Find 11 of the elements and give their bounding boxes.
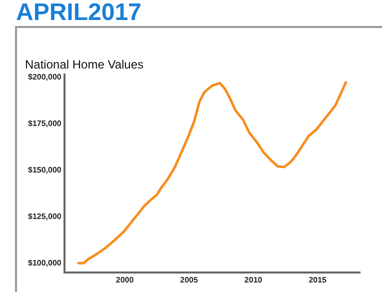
x-tick-label: 2000 xyxy=(116,275,134,284)
y-tick-label: $175,000 xyxy=(28,118,62,128)
x-tick-label: 2005 xyxy=(180,275,198,284)
y-tick-label: $100,000 xyxy=(28,258,62,268)
y-tick-label: $125,000 xyxy=(28,212,62,221)
x-tick-label: 2010 xyxy=(244,275,263,284)
chart-title: APRIL2017 xyxy=(16,0,142,26)
chart-subtitle: National Home Values xyxy=(25,58,144,72)
y-tick-label: $150,000 xyxy=(28,165,62,174)
x-tick-label: 2015 xyxy=(308,275,328,284)
y-tick-label: $200,000 xyxy=(28,72,62,82)
